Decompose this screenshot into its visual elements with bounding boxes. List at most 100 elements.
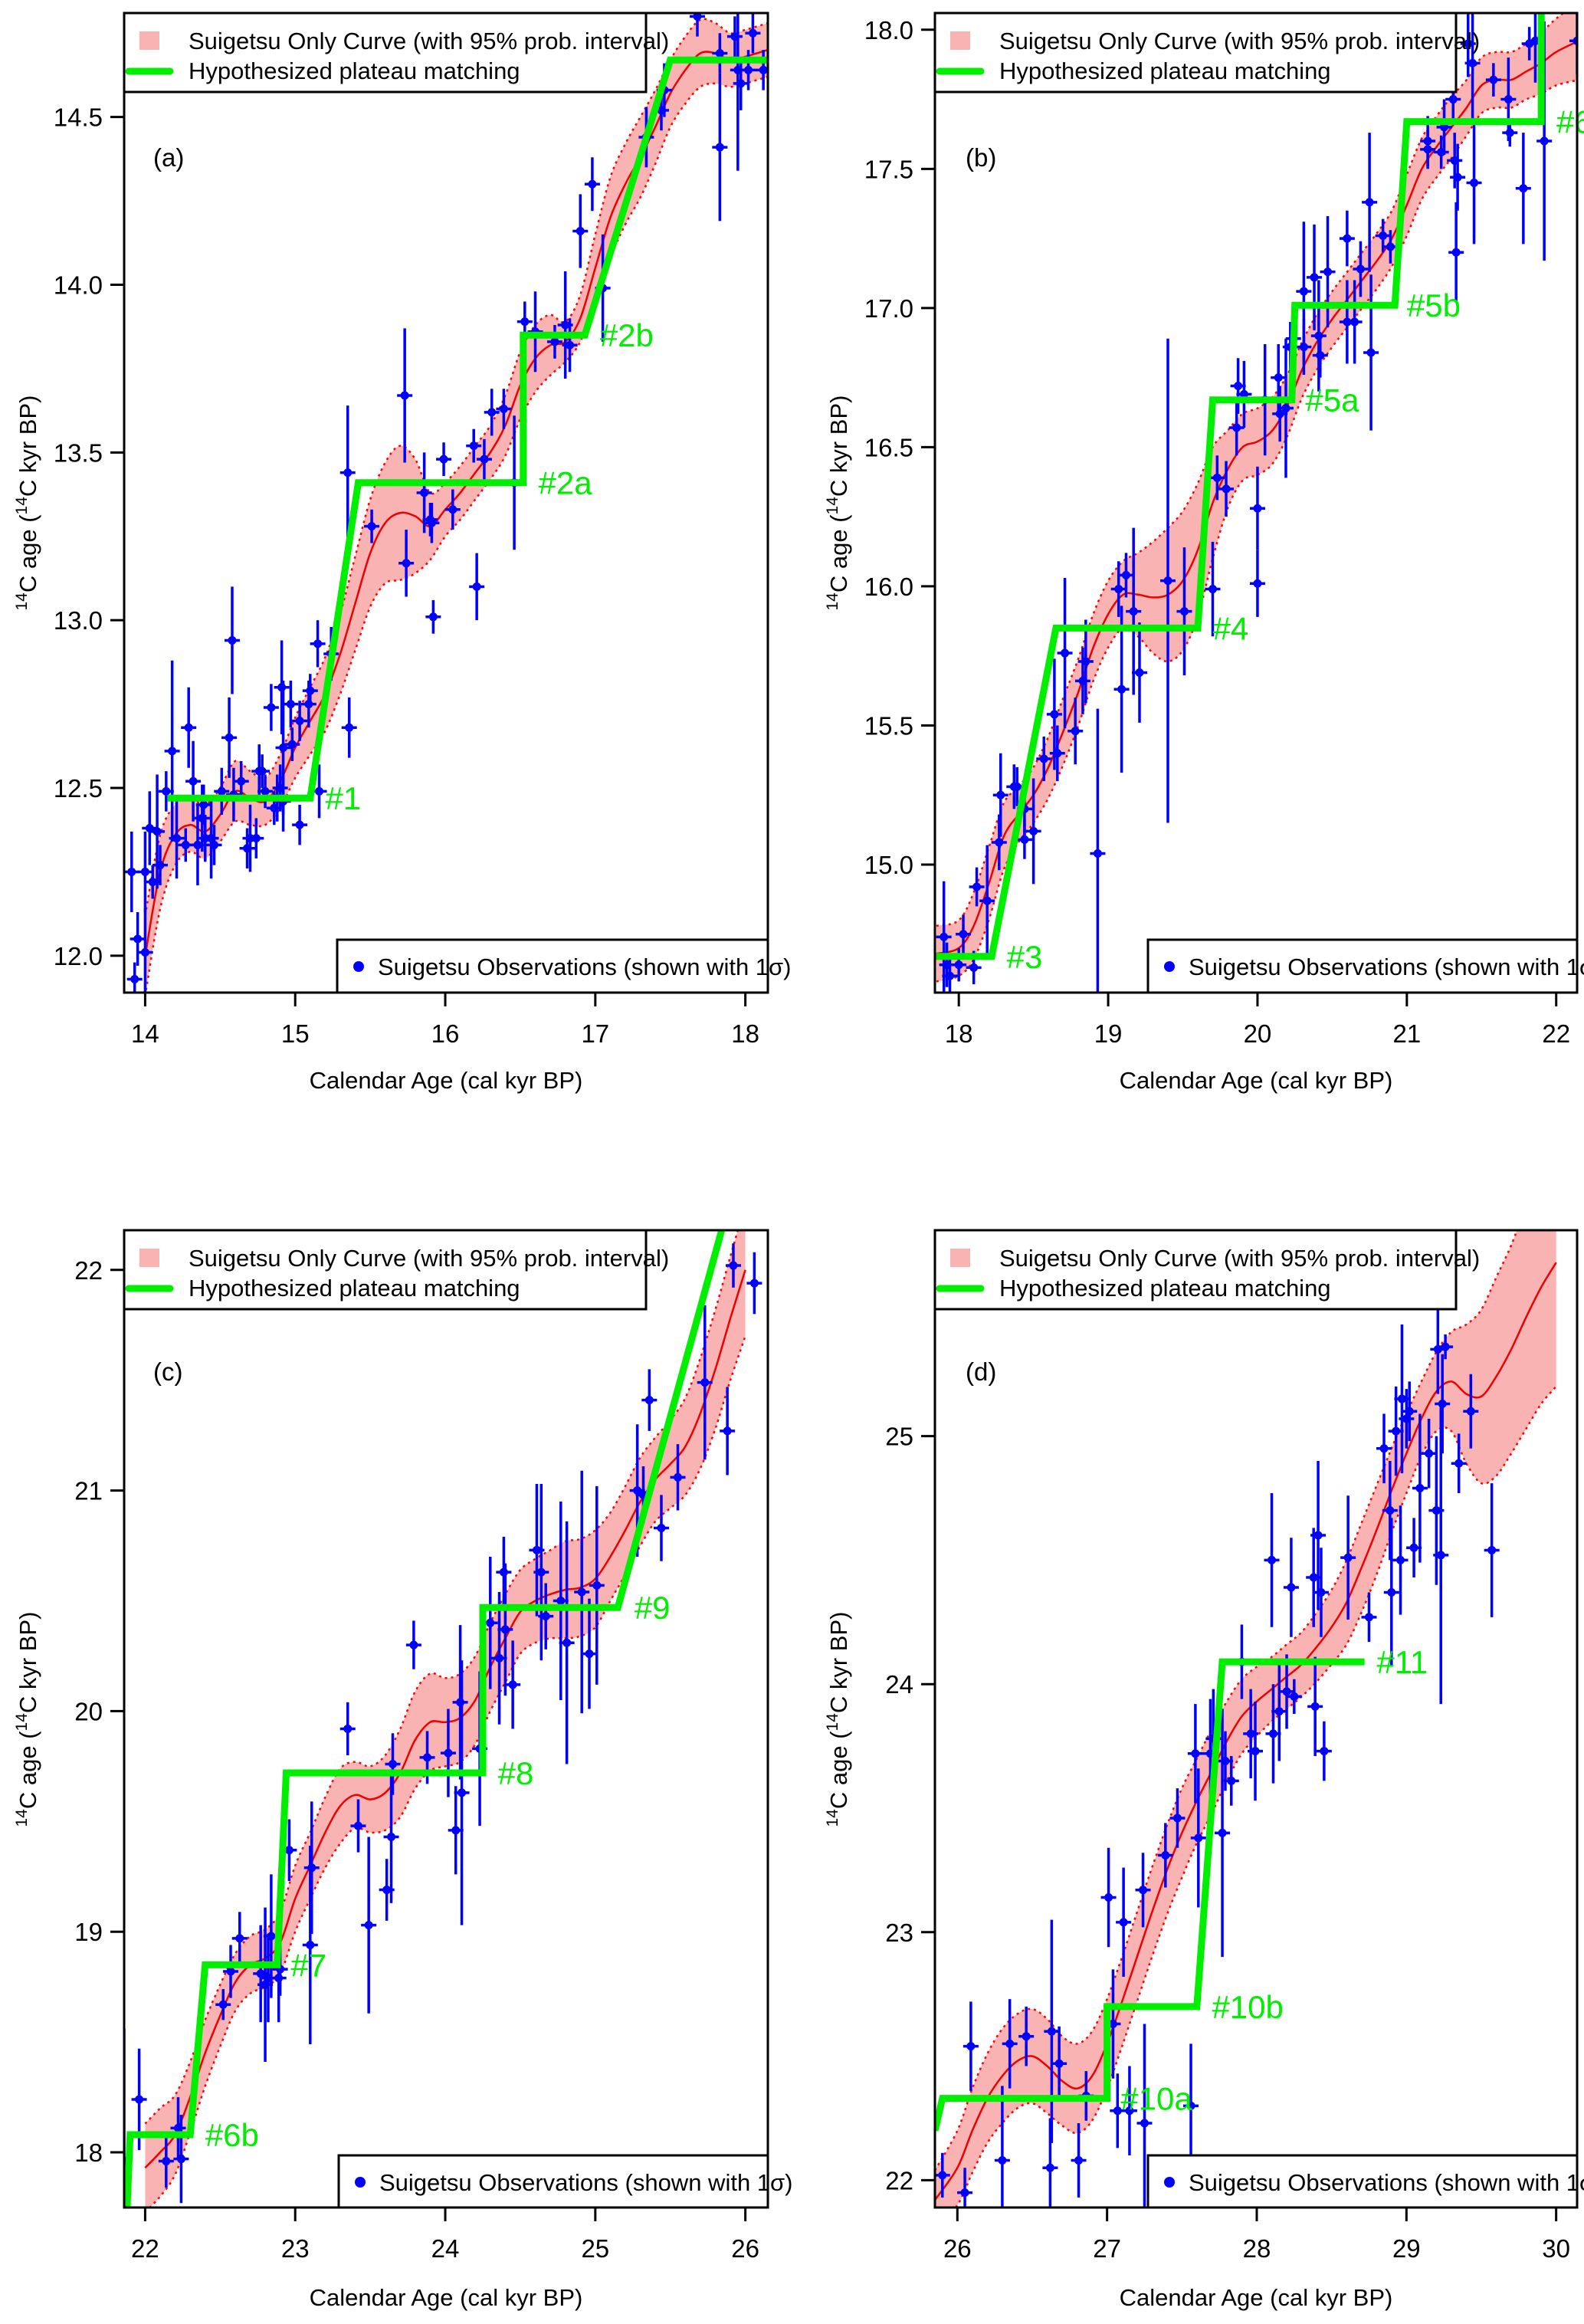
observation-marker (181, 840, 190, 849)
legend-label-plateau: Hypothesized plateau matching (999, 57, 1331, 84)
y-tick-label: 22 (74, 1256, 103, 1285)
observation-point (466, 428, 482, 463)
observation-marker (940, 932, 949, 941)
x-tick-label: 15 (281, 1019, 310, 1048)
legend-band-swatch (139, 1249, 159, 1267)
x-tick-label: 21 (1392, 1019, 1421, 1048)
observation-marker (1436, 1551, 1445, 1560)
observation-marker (566, 340, 575, 350)
y-tick-label: 16.0 (864, 573, 913, 601)
observation-point (214, 767, 230, 816)
observation-marker (148, 878, 157, 887)
observation-marker (457, 1788, 467, 1797)
observation-point (476, 438, 492, 480)
observation-marker (749, 1279, 759, 1288)
observation-point (1018, 2006, 1035, 2066)
observation-marker (306, 686, 315, 695)
observation-marker (1191, 1749, 1200, 1758)
observation-point (364, 509, 380, 543)
x-tick-label: 19 (1094, 1019, 1123, 1048)
panel-c: (c) Calendar Age (cal kyr BP) 14C age (1… (13, 1229, 793, 2311)
observation-point (1340, 1495, 1356, 1620)
observation-point (1136, 2024, 1153, 2207)
observation-marker (193, 840, 202, 849)
observation-point (292, 804, 308, 845)
observation-point (1157, 1823, 1173, 1888)
observation-marker (1212, 473, 1222, 482)
legend-top: Suigetsu Only Curve (with 95% prob. inte… (123, 11, 669, 94)
observation-point (379, 1859, 395, 1921)
legend-top: Suigetsu Only Curve (with 95% prob. inte… (123, 1229, 669, 1311)
observation-marker (353, 1821, 362, 1830)
observation-marker (209, 840, 218, 849)
observation-marker (1221, 1757, 1230, 1766)
observation-marker (556, 1597, 566, 1606)
x-tick-label: 27 (1093, 2234, 1121, 2263)
observation-marker (388, 1760, 397, 1769)
y-tick-label: 20 (74, 1697, 103, 1725)
legend-band-swatch (950, 1249, 970, 1267)
observation-marker (1379, 1444, 1389, 1453)
observation-marker (1451, 248, 1461, 257)
observation-marker (744, 65, 753, 74)
y-tick-label: 18 (74, 2139, 103, 2167)
plateau-label: #10b (1212, 1989, 1283, 2025)
observation-marker (1310, 1702, 1320, 1711)
observation-marker (1139, 1886, 1148, 1895)
observation-marker (1020, 835, 1029, 844)
observation-marker (1119, 1918, 1128, 1927)
observation-marker (1453, 172, 1462, 182)
observation-point (496, 389, 512, 429)
y-axis-title: 14C age (14C kyr BP) (13, 1611, 41, 1827)
observation-point (1049, 725, 1065, 782)
observation-marker (1005, 2039, 1015, 2048)
observation-marker (995, 838, 1004, 847)
observation-marker (1423, 145, 1432, 154)
observation-marker (1323, 268, 1333, 277)
observation-marker (1314, 331, 1323, 340)
observation-marker (225, 733, 234, 742)
observation-point (224, 586, 240, 694)
legend-frame (933, 1229, 1458, 1311)
observation-marker (674, 1472, 683, 1482)
observation-marker (451, 1826, 461, 1835)
observation-point (1090, 708, 1106, 993)
legend-bottom: Suigetsu Observations (shown with 1σ) (336, 938, 792, 994)
y-tick-label: 14.5 (54, 103, 103, 132)
plateau-label: #9 (635, 1590, 671, 1626)
observation-marker (693, 13, 702, 21)
observation-point (1283, 1538, 1299, 1637)
observation-marker (235, 1934, 244, 1943)
observation-point (1272, 386, 1288, 442)
legend-label-observations: Suigetsu Observations (shown with 1σ) (1189, 954, 1584, 980)
observation-marker (541, 1612, 550, 1621)
observation-marker (315, 786, 324, 796)
y-tick-label: 24 (885, 1670, 913, 1699)
observation-marker (1386, 242, 1395, 251)
observation-point (206, 825, 222, 865)
observation-marker (367, 522, 376, 531)
plateau-label: #2a (539, 465, 593, 501)
x-tick-label: 17 (581, 1019, 609, 1048)
legend-bottom: Suigetsu Observations (shown with 1σ) (1146, 938, 1584, 994)
observation-point (130, 911, 146, 966)
observation-marker (1022, 2032, 1031, 2041)
observation-marker (237, 776, 246, 786)
observation-marker (1504, 95, 1513, 104)
observation-point (1363, 274, 1379, 431)
observation-marker (966, 2042, 976, 2051)
observation-marker (1530, 36, 1540, 45)
observation-marker (1172, 1814, 1182, 1823)
observation-marker (176, 2155, 185, 2164)
legend-band-swatch (950, 31, 970, 50)
observation-point (653, 1495, 669, 1561)
observation-point (1002, 1999, 1018, 2089)
observation-point (1036, 736, 1052, 782)
observation-marker (945, 971, 954, 980)
observation-point (1433, 1406, 1449, 1705)
observation-point (124, 831, 139, 912)
observation-point (440, 1709, 456, 1797)
observation-marker (729, 1261, 738, 1270)
plateau-label: #6 (1556, 104, 1584, 140)
observation-point (505, 1640, 521, 1729)
